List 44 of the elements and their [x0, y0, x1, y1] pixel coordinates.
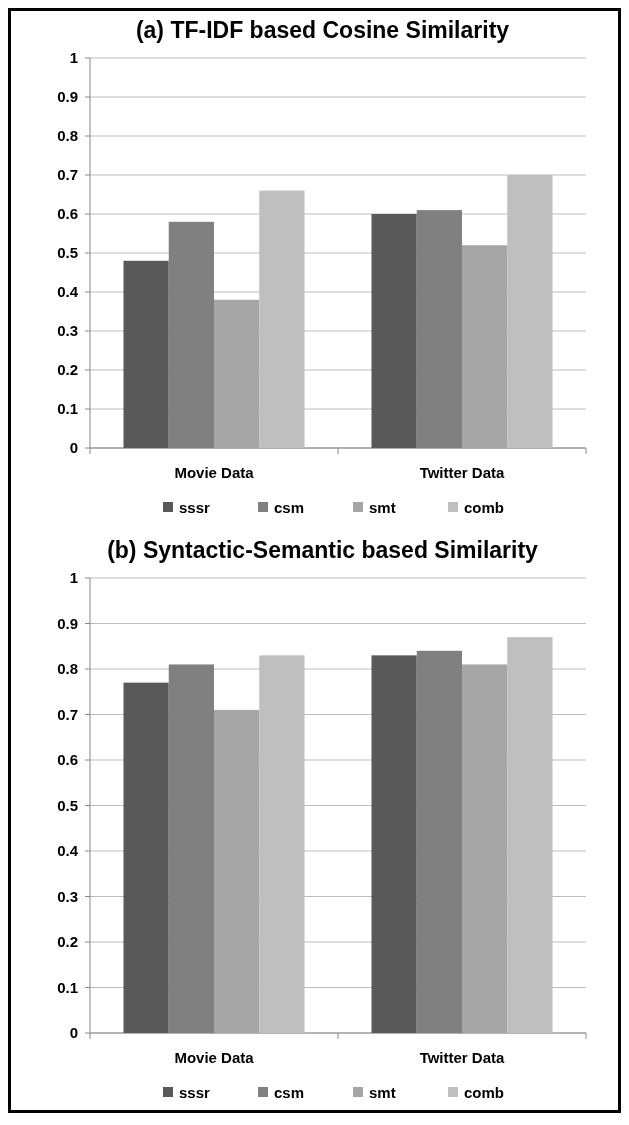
legend-label: smt: [369, 499, 396, 517]
bar: [371, 655, 417, 1033]
y-tick-label: 0.8: [57, 127, 78, 145]
legend-label: sssr: [179, 499, 211, 517]
bar: [462, 245, 508, 448]
y-tick-label: 0.7: [57, 705, 78, 723]
bar: [123, 682, 169, 1033]
chart-title: (a) TF-IDF based Cosine Similarity: [135, 17, 510, 43]
y-tick-label: 0: [69, 439, 78, 457]
legend-label: sssr: [179, 1084, 211, 1102]
y-tick-label: 0.6: [57, 751, 78, 769]
y-tick-label: 0.5: [57, 796, 78, 814]
bar: [214, 709, 260, 1033]
y-tick-label: 0.9: [57, 614, 78, 632]
y-tick-label: 0.2: [57, 933, 78, 951]
y-tick-label: 1: [69, 49, 78, 67]
y-tick-label: 0: [69, 1024, 78, 1042]
y-tick-label: 0.4: [57, 283, 79, 301]
y-tick-label: 1: [69, 569, 78, 587]
y-tick-label: 0.5: [57, 244, 78, 262]
legend-label: smt: [369, 1084, 396, 1102]
y-tick-label: 0.3: [57, 887, 78, 905]
y-tick-label: 0.9: [57, 88, 78, 106]
y-tick-label: 0.8: [57, 660, 78, 678]
x-tick-label: Twitter Data: [419, 1049, 506, 1066]
bar: [214, 299, 260, 448]
y-tick-label: 0.1: [57, 400, 78, 418]
y-tick-label: 0.4: [57, 842, 79, 860]
y-tick-label: 0.7: [57, 166, 78, 184]
legend-label: csm: [274, 1084, 305, 1102]
x-tick-label: Movie Data: [174, 1049, 255, 1066]
legend-label: comb: [464, 1084, 505, 1102]
bar: [123, 260, 169, 448]
y-tick-label: 0.6: [57, 205, 78, 223]
chart-title: (b) Syntactic-Semantic based Similarity: [107, 537, 539, 563]
bar: [371, 214, 417, 448]
legend-label: comb: [464, 499, 505, 517]
x-tick-label: Twitter Data: [419, 464, 506, 481]
x-tick-label: Movie Data: [174, 464, 255, 481]
bar: [462, 664, 508, 1033]
y-tick-label: 0.2: [57, 361, 78, 379]
y-tick-label: 0.3: [57, 322, 78, 340]
legend-label: csm: [274, 499, 305, 517]
y-tick-label: 0.1: [57, 978, 78, 996]
